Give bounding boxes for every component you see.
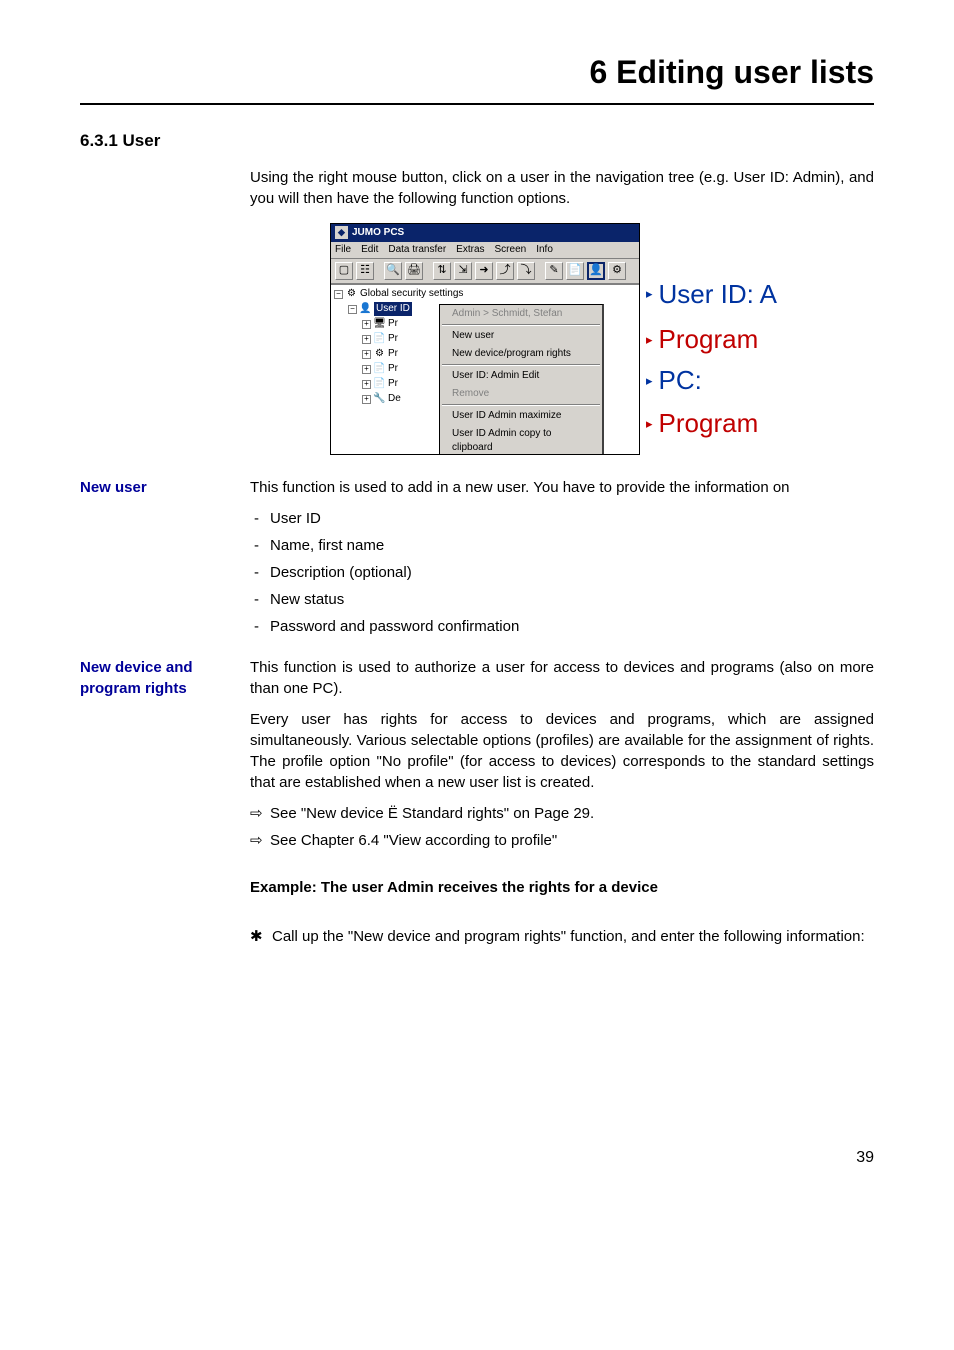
- context-menu-item[interactable]: User ID: Admin Edit: [440, 367, 602, 385]
- example-block: Example: The user Admin receives the rig…: [250, 877, 874, 947]
- expander-icon[interactable]: +: [362, 365, 371, 374]
- bullet-item: New status: [250, 589, 874, 610]
- menu-extras[interactable]: Extras: [456, 243, 484, 257]
- tree-root[interactable]: − ⚙ Global security settings: [334, 287, 463, 302]
- new-user-content: This function is used to add in a new us…: [250, 477, 874, 643]
- toolbar-button[interactable]: ⇅: [433, 262, 451, 280]
- chapter-title: 6 Editing user lists: [80, 50, 874, 105]
- context-menu-item[interactable]: User ID Admin copy to clipboard: [440, 425, 602, 454]
- context-menu-header: Admin > Schmidt, Stefan: [440, 305, 602, 323]
- user-icon: 👤: [359, 303, 372, 316]
- menu-screen[interactable]: Screen: [495, 243, 527, 257]
- tree-user-label: User ID: [374, 302, 412, 316]
- context-menu-item[interactable]: New device/program rights: [440, 345, 602, 363]
- figure-wrapper: ◆ JUMO PCS File Edit Data transfer Extra…: [330, 223, 874, 455]
- callout-user-id: ▸User ID: A: [646, 279, 777, 310]
- bullet-item: Password and password confirmation: [250, 616, 874, 637]
- new-device-para2: Every user has rights for access to devi…: [250, 709, 874, 793]
- tree-item-icon: 📄: [373, 363, 386, 376]
- app-icon: ◆: [335, 226, 348, 239]
- window-title-text: JUMO PCS: [352, 226, 404, 240]
- new-user-bullets: User ID Name, first name Description (opti…: [250, 508, 874, 637]
- expander-icon[interactable]: +: [362, 350, 371, 359]
- toolbar-button[interactable]: ➜: [475, 262, 493, 280]
- expander-icon[interactable]: +: [362, 395, 371, 404]
- toolbar-button[interactable]: ⇲: [454, 262, 472, 280]
- toolbar-button[interactable]: 👤: [587, 262, 605, 280]
- menu-data-transfer[interactable]: Data transfer: [388, 243, 446, 257]
- menu-file[interactable]: File: [335, 243, 351, 257]
- toolbar-button[interactable]: 📄: [566, 262, 584, 280]
- toolbar-button[interactable]: ▢: [335, 262, 353, 280]
- expander-icon[interactable]: +: [362, 380, 371, 389]
- new-user-block: New user This function is used to add in…: [80, 477, 874, 643]
- new-device-label: New device and program rights: [80, 657, 250, 699]
- context-menu-item[interactable]: User ID Admin maximize: [440, 407, 602, 425]
- settings-icon: ⚙: [345, 288, 358, 301]
- example-step: Call up the "New device and program righ…: [250, 926, 874, 947]
- window-titlebar: ◆ JUMO PCS: [331, 224, 639, 242]
- toolbar-button[interactable]: ✎: [545, 262, 563, 280]
- context-menu: Admin > Schmidt, Stefan New user New dev…: [439, 304, 604, 454]
- toolbar: ▢ ☷ 🔍 🖨 ⇅ ⇲ ➜ ⤴ ⤵ ✎ 📄 👤 ⚙: [331, 259, 639, 284]
- menu-bar: File Edit Data transfer Extras Screen In…: [331, 242, 639, 259]
- tree-item-icon: 🔧: [373, 393, 386, 406]
- see-reference-1: See "New device Ë Standard rights" on Pa…: [250, 803, 874, 824]
- toolbar-button[interactable]: ⤴: [496, 262, 514, 280]
- menu-info[interactable]: Info: [536, 243, 553, 257]
- new-device-content: This function is used to authorize a use…: [250, 657, 874, 857]
- example-title: Example: The user Admin receives the rig…: [250, 877, 874, 898]
- new-device-block: New device and program rights This funct…: [80, 657, 874, 857]
- bullet-item: Description (optional): [250, 562, 874, 583]
- tree-item-icon: 🖥: [373, 318, 386, 331]
- callout-program-2: ▸Program: [646, 408, 777, 439]
- bullet-item: Name, first name: [250, 535, 874, 556]
- intro-paragraph: Using the right mouse button, click on a…: [250, 167, 874, 209]
- page-number: 39: [80, 1147, 874, 1169]
- figure-callouts: ▸User ID: A ▸Program ▸PC: ▸Program: [646, 223, 777, 440]
- tree-item-icon: 📄: [373, 378, 386, 391]
- section-number: 6.3.1 User: [80, 129, 874, 153]
- toolbar-button[interactable]: ⤵: [517, 262, 535, 280]
- callout-pc: ▸PC:: [646, 365, 777, 396]
- callout-program: ▸Program: [646, 324, 777, 355]
- new-user-label: New user: [80, 477, 250, 498]
- tree-pane: − ⚙ Global security settings − 👤 User ID…: [331, 284, 639, 454]
- bullet-item: User ID: [250, 508, 874, 529]
- expander-icon[interactable]: −: [334, 290, 343, 299]
- new-user-para: This function is used to add in a new us…: [250, 477, 874, 498]
- context-menu-item[interactable]: New user: [440, 327, 602, 345]
- menu-edit[interactable]: Edit: [361, 243, 378, 257]
- see-reference-2: See Chapter 6.4 "View according to profi…: [250, 830, 874, 851]
- expander-icon[interactable]: +: [362, 320, 371, 329]
- toolbar-button[interactable]: 🖨: [405, 262, 423, 280]
- tree-item-icon: 📄: [373, 333, 386, 346]
- app-screenshot: ◆ JUMO PCS File Edit Data transfer Extra…: [330, 223, 640, 455]
- new-device-para1: This function is used to authorize a use…: [250, 657, 874, 699]
- toolbar-button[interactable]: ⚙: [608, 262, 626, 280]
- expander-icon[interactable]: −: [348, 305, 357, 314]
- toolbar-button[interactable]: ☷: [356, 262, 374, 280]
- toolbar-button[interactable]: 🔍: [384, 262, 402, 280]
- expander-icon[interactable]: +: [362, 335, 371, 344]
- tree-item-icon: ⚙: [373, 348, 386, 361]
- context-menu-item[interactable]: Remove: [440, 385, 602, 403]
